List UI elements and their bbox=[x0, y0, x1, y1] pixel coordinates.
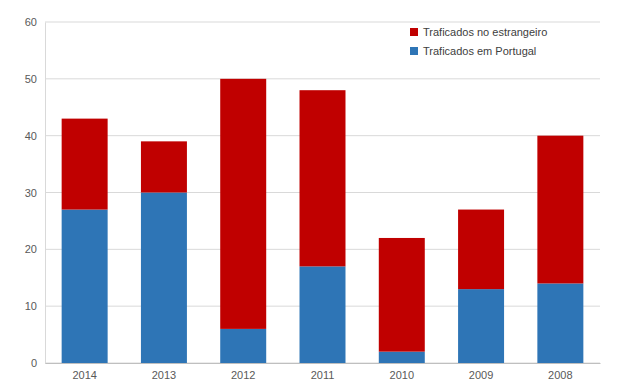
y-tick-label: 30 bbox=[25, 187, 37, 199]
bar bbox=[220, 79, 266, 329]
chart: 0 10 20 30 40 50 60 2014 2013 2012 2011 2010 2009 200… bbox=[0, 0, 636, 389]
grid-line bbox=[45, 78, 600, 79]
x-tick: 2010 bbox=[390, 363, 414, 381]
bar bbox=[62, 210, 108, 363]
y-tick: 30 bbox=[25, 187, 45, 199]
legend-label: Traficados no estrangeiro bbox=[423, 26, 547, 38]
y-tick: 20 bbox=[25, 243, 45, 255]
legend-swatch bbox=[410, 28, 418, 36]
bar bbox=[62, 119, 108, 210]
y-tick-label: 20 bbox=[25, 243, 37, 255]
bar bbox=[537, 283, 583, 363]
x-tick-label: 2013 bbox=[152, 369, 176, 381]
x-tick: 2009 bbox=[469, 363, 493, 381]
bar bbox=[458, 289, 504, 363]
y-tick-label: 0 bbox=[31, 357, 37, 369]
y-tick-label: 50 bbox=[25, 73, 37, 85]
x-tick: 2011 bbox=[311, 363, 335, 381]
grid bbox=[45, 22, 600, 363]
y-tick: 40 bbox=[25, 130, 45, 142]
x-tick-label: 2010 bbox=[390, 369, 414, 381]
y-tick: 10 bbox=[25, 300, 45, 312]
x-tick: 2008 bbox=[548, 363, 572, 381]
x-tick: 2014 bbox=[72, 363, 96, 381]
y-axis-line bbox=[45, 23, 46, 364]
bar bbox=[141, 193, 187, 364]
x-tick-label: 2008 bbox=[548, 369, 572, 381]
legend-swatch bbox=[410, 47, 418, 55]
x-tick: 2012 bbox=[231, 363, 255, 381]
x-tick-label: 2012 bbox=[231, 369, 255, 381]
bar bbox=[537, 136, 583, 284]
bar bbox=[379, 352, 425, 363]
bar bbox=[379, 238, 425, 352]
y-tick-label: 40 bbox=[25, 130, 37, 142]
bar bbox=[300, 266, 346, 363]
y-axis: 0 10 20 30 40 50 60 bbox=[25, 16, 46, 369]
x-tick: 2013 bbox=[152, 363, 176, 381]
x-axis: 2014 2013 2012 2011 2010 2009 2008 bbox=[46, 363, 601, 381]
bars bbox=[62, 79, 584, 363]
grid-line bbox=[45, 22, 600, 23]
legend-label: Traficados em Portugal bbox=[423, 45, 536, 57]
bar bbox=[141, 141, 187, 192]
x-axis-line bbox=[46, 363, 601, 364]
y-tick: 60 bbox=[25, 16, 45, 28]
x-tick-label: 2011 bbox=[311, 369, 335, 381]
series-bars bbox=[62, 79, 584, 352]
y-tick-label: 60 bbox=[25, 16, 37, 28]
bar bbox=[220, 329, 266, 363]
x-tick-label: 2009 bbox=[469, 369, 493, 381]
bar bbox=[300, 90, 346, 266]
x-tick-label: 2014 bbox=[72, 369, 96, 381]
y-tick: 0 bbox=[31, 357, 45, 369]
bar bbox=[458, 210, 504, 290]
y-tick-label: 10 bbox=[25, 300, 37, 312]
legend: Traficados no estrangeiro Traficados em P… bbox=[410, 26, 547, 57]
y-tick: 50 bbox=[25, 73, 45, 85]
